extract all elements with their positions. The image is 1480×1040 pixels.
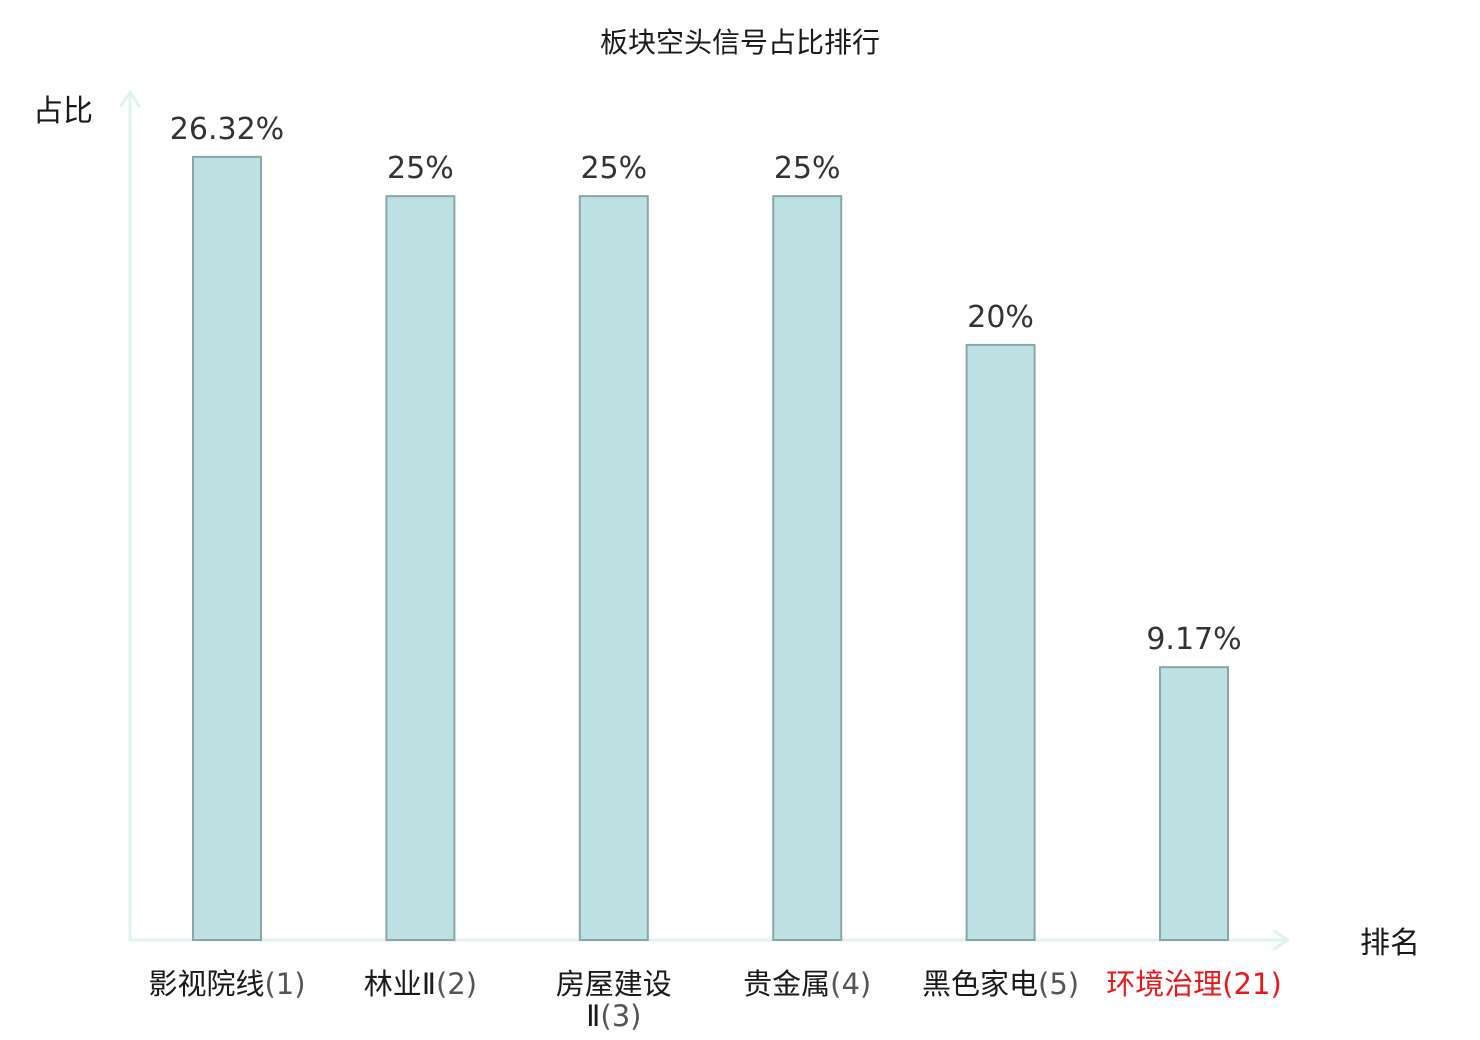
bar [578,195,649,941]
category-label: 黑色家电(5) [922,967,1079,1001]
x-axis-label: 排名 [1360,926,1420,961]
bar-value-label: 20% [967,300,1034,335]
bar-value-label: 25% [580,151,647,186]
category-labels: 影视院线(1) 林业Ⅱ(2) 房屋建设 Ⅱ(3) 贵金属(4) 黑色家电(5) 环境治理(2… [148,967,1281,1033]
x-axis-arrow [1272,929,1290,951]
category-label: 房屋建设 Ⅱ(3) [556,967,672,1033]
bar-value-label: 26.32% [170,112,284,147]
y-axis-arrow [119,90,141,108]
bars [192,155,1229,941]
chart-title: 板块空头信号占比排行 [600,26,880,59]
bar [1159,666,1229,941]
bar [772,195,843,941]
axes [119,90,1290,951]
category-label: 林业Ⅱ(2) [364,967,477,1001]
bar [385,195,456,941]
category-label: 贵金属(4) [743,967,871,1001]
category-label: 环境治理(21) [1106,967,1282,1001]
bar [965,343,1036,941]
bar-value-label: 25% [774,151,841,186]
y-axis-label: 占比 [33,94,93,129]
bar-value-label: 25% [387,151,454,186]
bar [192,155,262,941]
category-label: 影视院线(1) [148,967,305,1001]
value-labels: 26.32% 25% 25% 25% 20% 9.17% [170,112,1242,657]
bar-value-label: 9.17% [1146,622,1241,657]
